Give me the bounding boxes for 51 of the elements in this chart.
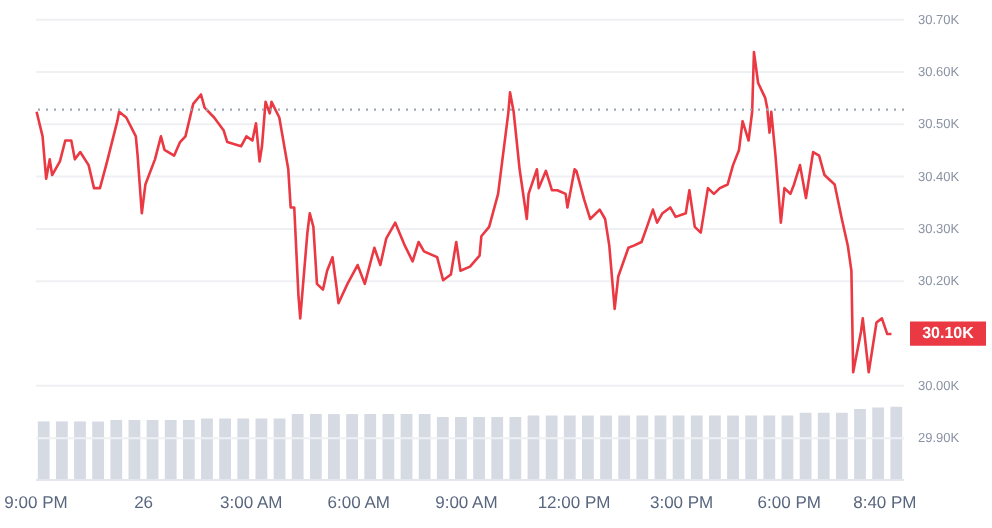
- bar: [690, 415, 703, 480]
- bar: [708, 415, 721, 480]
- x-tick-label: 6:00 AM: [327, 492, 390, 512]
- bar: [727, 415, 739, 480]
- bar: [273, 418, 286, 480]
- bar: [890, 406, 903, 480]
- x-tick-label: 26: [134, 492, 154, 512]
- x-tick-label: 3:00 PM: [649, 492, 714, 512]
- bar: [418, 414, 431, 480]
- bar: [582, 415, 594, 480]
- bar: [309, 414, 322, 480]
- bar: [291, 414, 304, 480]
- bar: [74, 421, 86, 480]
- x-tick-label: 9:00 AM: [435, 492, 498, 512]
- bar: [110, 419, 123, 480]
- bar: [164, 419, 177, 480]
- x-tick-label: 6:00 PM: [757, 492, 821, 512]
- bar: [618, 415, 631, 480]
- bar: [182, 419, 195, 480]
- bar: [364, 414, 377, 480]
- bar: [55, 421, 68, 480]
- x-tick-label: 9:00 PM: [4, 492, 68, 512]
- bar: [92, 421, 105, 480]
- bar: [255, 418, 268, 480]
- bar: [636, 415, 649, 480]
- bar: [219, 418, 232, 480]
- bar: [563, 415, 576, 480]
- x-tick-label: 12:00 PM: [537, 492, 611, 512]
- bar: [436, 417, 449, 480]
- bar: [545, 415, 558, 480]
- annotation: 30.10K: [922, 323, 975, 342]
- bar: [237, 418, 250, 480]
- bar: [509, 417, 522, 480]
- bar: [328, 414, 340, 480]
- bar: [854, 408, 866, 480]
- bar: [745, 415, 758, 480]
- bar: [763, 415, 776, 480]
- bar: [473, 417, 485, 480]
- bar: [455, 417, 467, 480]
- bar: [835, 412, 848, 480]
- bar: [600, 415, 612, 480]
- bar: [672, 415, 685, 480]
- x-tick-label: 3:00 AM: [220, 492, 283, 512]
- bar: [382, 414, 395, 480]
- x-tick-label: 8:40 PM: [853, 492, 917, 512]
- bar: [872, 407, 885, 480]
- bar: [346, 414, 358, 480]
- bar: [201, 418, 213, 480]
- bar: [37, 421, 50, 480]
- bar: [491, 417, 504, 480]
- bar: [817, 412, 830, 480]
